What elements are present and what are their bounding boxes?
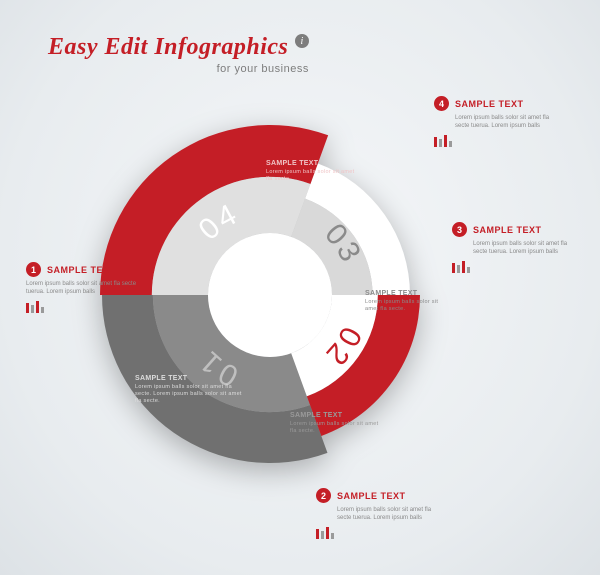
callout-body: Lorem ipsum balls solor sit amet fla sec… — [473, 240, 572, 256]
bar-icon — [26, 301, 46, 313]
callout-4: 4 SAMPLE TEXT Lorem ipsum balls solor si… — [434, 96, 554, 152]
chart-center — [208, 233, 332, 357]
segment-title-01: SAMPLE TEXT — [135, 375, 245, 382]
segment-label-02: SAMPLE TEXT Lorem ipsum balls solor sit a… — [290, 412, 380, 435]
callout-2: 2 SAMPLE TEXT Lorem ipsum balls solor si… — [316, 488, 436, 544]
callout-3: 3 SAMPLE TEXT Lorem ipsum balls solor si… — [452, 222, 572, 278]
callout-bars — [26, 300, 46, 318]
subtitle: for your business — [48, 63, 309, 75]
header: Easy Edit Infographics i for your busine… — [48, 34, 309, 75]
segment-title-04: SAMPLE TEXT — [266, 160, 356, 167]
callout-badge: 3 — [452, 222, 467, 237]
callout-badge: 1 — [26, 262, 41, 277]
segment-title-03: SAMPLE TEXT — [365, 290, 445, 297]
callout-head: 4 SAMPLE TEXT — [434, 96, 554, 111]
callout-title: SAMPLE TEXT — [455, 99, 524, 109]
callout-bars — [316, 526, 436, 544]
bar-icon — [316, 527, 336, 539]
segment-label-03: SAMPLE TEXT Lorem ipsum balls solor sit a… — [365, 290, 445, 313]
info-icon: i — [295, 34, 309, 48]
callout-title: SAMPLE TEXT — [47, 265, 116, 275]
segment-title-02: SAMPLE TEXT — [290, 412, 380, 419]
segment-label-04: SAMPLE TEXT Lorem ipsum balls solor sit a… — [266, 160, 356, 183]
segment-body-03: Lorem ipsum balls solor sit amet fla sec… — [365, 299, 445, 313]
title-row: Easy Edit Infographics i — [48, 34, 309, 61]
callout-title: SAMPLE TEXT — [473, 225, 542, 235]
callout-title: SAMPLE TEXT — [337, 491, 406, 501]
callout-head: 3 SAMPLE TEXT — [452, 222, 572, 237]
callout-badge: 2 — [316, 488, 331, 503]
callout-1: 1 SAMPLE TEXT Lorem ipsum balls solor si… — [26, 262, 146, 318]
callout-body: Lorem ipsum balls solor sit amet fla sec… — [455, 114, 554, 130]
callout-badge: 4 — [434, 96, 449, 111]
callout-bars — [452, 260, 572, 278]
segment-body-01: Lorem ipsum balls solor sit amet fla sec… — [135, 384, 245, 405]
segment-label-01: SAMPLE TEXT Lorem ipsum balls solor sit a… — [135, 375, 245, 405]
callout-bars — [434, 134, 554, 152]
segment-body-02: Lorem ipsum balls solor sit amet fla sec… — [290, 421, 380, 435]
callout-head: 1 SAMPLE TEXT — [26, 262, 146, 277]
callout-body: Lorem ipsum balls solor sit amet fla sec… — [26, 280, 146, 296]
callout-body: Lorem ipsum balls solor sit amet fla sec… — [337, 506, 436, 522]
bar-icon — [434, 135, 454, 147]
bar-icon — [452, 261, 472, 273]
callout-head: 2 SAMPLE TEXT — [316, 488, 436, 503]
segment-body-04: Lorem ipsum balls solor sit amet fla sec… — [266, 169, 356, 183]
title: Easy Edit Infographics — [48, 34, 288, 60]
